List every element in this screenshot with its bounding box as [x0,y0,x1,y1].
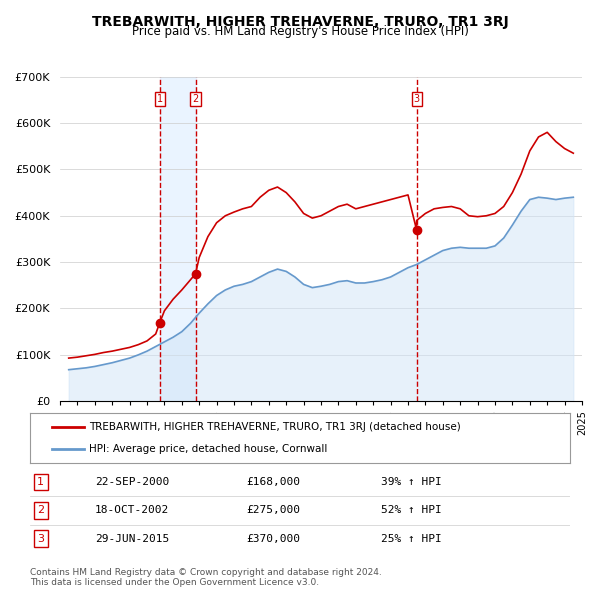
Bar [160,77,196,401]
Text: Price paid vs. HM Land Registry's House Price Index (HPI): Price paid vs. HM Land Registry's House … [131,25,469,38]
Text: 1: 1 [37,477,44,487]
Text: £275,000: £275,000 [246,506,300,515]
Text: TREBARWITH, HIGHER TREHAVERNE, TRURO, TR1 3RJ: TREBARWITH, HIGHER TREHAVERNE, TRURO, TR… [92,15,508,29]
Text: 52% ↑ HPI: 52% ↑ HPI [381,506,442,515]
Text: 3: 3 [37,534,44,543]
Text: 39% ↑ HPI: 39% ↑ HPI [381,477,442,487]
Text: 18-OCT-2002: 18-OCT-2002 [95,506,169,515]
Text: Contains HM Land Registry data © Crown copyright and database right 2024.
This d: Contains HM Land Registry data © Crown c… [30,568,382,587]
Text: 25% ↑ HPI: 25% ↑ HPI [381,534,442,543]
Text: 3: 3 [413,94,419,104]
Text: 2: 2 [37,506,44,515]
Text: £370,000: £370,000 [246,534,300,543]
Text: 1: 1 [157,94,163,104]
Text: £168,000: £168,000 [246,477,300,487]
Text: 2: 2 [193,94,199,104]
Text: 22-SEP-2000: 22-SEP-2000 [95,477,169,487]
Text: TREBARWITH, HIGHER TREHAVERNE, TRURO, TR1 3RJ (detached house): TREBARWITH, HIGHER TREHAVERNE, TRURO, TR… [89,422,461,432]
Text: 29-JUN-2015: 29-JUN-2015 [95,534,169,543]
Text: HPI: Average price, detached house, Cornwall: HPI: Average price, detached house, Corn… [89,444,328,454]
